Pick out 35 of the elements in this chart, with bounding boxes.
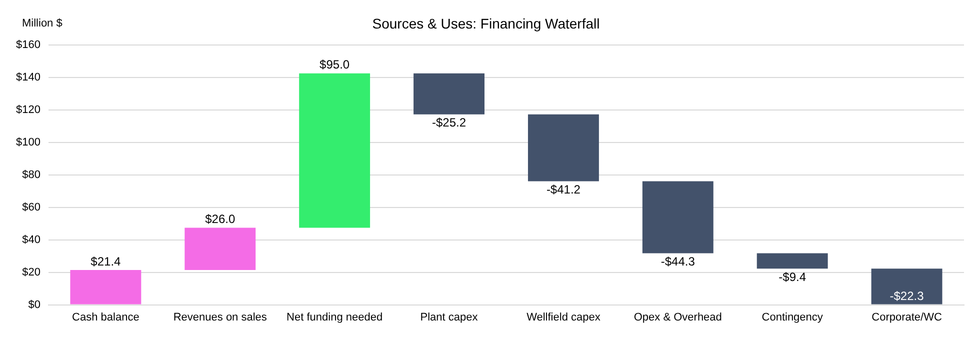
data-label: $95.0 — [320, 58, 350, 72]
x-tick-label: Corporate/WC — [872, 311, 942, 324]
x-tick-label: Net funding needed — [286, 311, 383, 324]
y-tick-label: $140 — [16, 71, 40, 84]
y-tick-label: $100 — [16, 136, 40, 148]
x-tick-label: Plant capex — [420, 311, 478, 324]
bar — [756, 253, 828, 269]
y-tick-label: $160 — [16, 38, 40, 51]
bar — [642, 181, 714, 254]
chart-title: Sources & Uses: Financing Waterfall — [372, 15, 600, 32]
y-tick-label: $20 — [22, 266, 40, 278]
bar — [871, 268, 942, 304]
x-tick-label: Revenues on sales — [173, 311, 268, 324]
bar — [299, 73, 370, 228]
y-tick-label: $60 — [22, 201, 40, 214]
bar — [414, 73, 484, 114]
x-tick-label: Opex & Overhead — [634, 311, 722, 324]
data-label: -$25.2 — [432, 116, 466, 130]
data-label: -$44.3 — [660, 254, 696, 269]
data-label: -$41.2 — [546, 182, 581, 197]
x-tick-label: Cash balance — [72, 311, 140, 324]
data-label: -$22.3 — [890, 289, 924, 304]
y-tick-label: $80 — [22, 168, 40, 181]
data-label: $21.4 — [90, 254, 122, 268]
data-label: -$9.4 — [778, 270, 806, 284]
x-tick-label: Wellfield capex — [526, 311, 601, 324]
bar — [528, 114, 599, 182]
bar — [184, 228, 256, 270]
y-tick-label: $40 — [22, 234, 40, 246]
y-axis-title: Million $ — [22, 18, 62, 30]
x-tick-label: Contingency — [762, 311, 824, 324]
bar — [70, 270, 142, 304]
data-label: $26.0 — [205, 212, 236, 226]
y-tick-label: $120 — [16, 104, 40, 116]
y-tick-label: $0 — [28, 298, 40, 311]
